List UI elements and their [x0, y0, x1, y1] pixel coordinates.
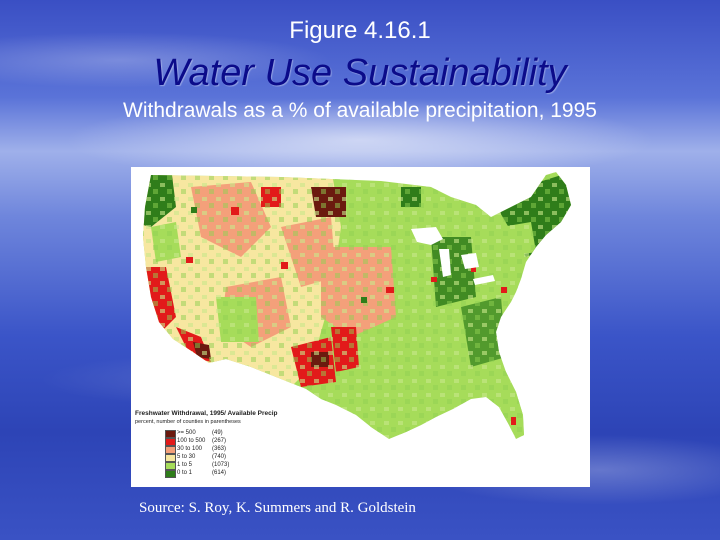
map-graphic: [143, 172, 571, 439]
slide-subtitle: Withdrawals as a % of available precipit…: [123, 99, 597, 122]
legend-swatch: [165, 438, 176, 446]
legend-count: (49): [212, 430, 223, 436]
lake-superior: [411, 227, 443, 245]
legend-count: (267): [212, 438, 227, 444]
legend-range: 30 to 100: [177, 446, 203, 452]
legend-swatch: [165, 454, 176, 462]
source-citation: Source: S. Roy, K. Summers and R. Goldst…: [139, 500, 416, 516]
legend-swatch: [165, 462, 176, 470]
legend-title: Freshwater Withdrawal, 1995/ Available P…: [135, 410, 278, 417]
legend-range: 100 to 500: [177, 438, 206, 444]
legend-swatch: [165, 430, 176, 438]
lake-erie: [473, 275, 495, 285]
legend-count: (363): [212, 446, 227, 452]
legend-range: 1 to 5: [177, 462, 193, 468]
legend-range: 0 to 1: [177, 470, 193, 476]
legend-subtitle: percent, number of counties in parenthes…: [135, 419, 241, 425]
legend-swatch: [165, 470, 176, 478]
lake-michigan: [439, 249, 451, 277]
lake-huron: [461, 253, 479, 269]
legend-count: (740): [212, 454, 227, 460]
legend-count: (1073): [212, 462, 230, 468]
slide-title: Water Use Sustainability: [153, 52, 567, 94]
legend-range: >= 500: [177, 430, 196, 436]
legend-range: 5 to 30: [177, 454, 196, 460]
legend-count: (614): [212, 470, 227, 476]
us-county-map: Freshwater Withdrawal, 1995/ Available P…: [131, 167, 590, 487]
legend-swatch: [165, 446, 176, 454]
figure-number: Figure 4.16.1: [289, 17, 431, 44]
map-legend: Freshwater Withdrawal, 1995/ Available P…: [133, 409, 313, 487]
